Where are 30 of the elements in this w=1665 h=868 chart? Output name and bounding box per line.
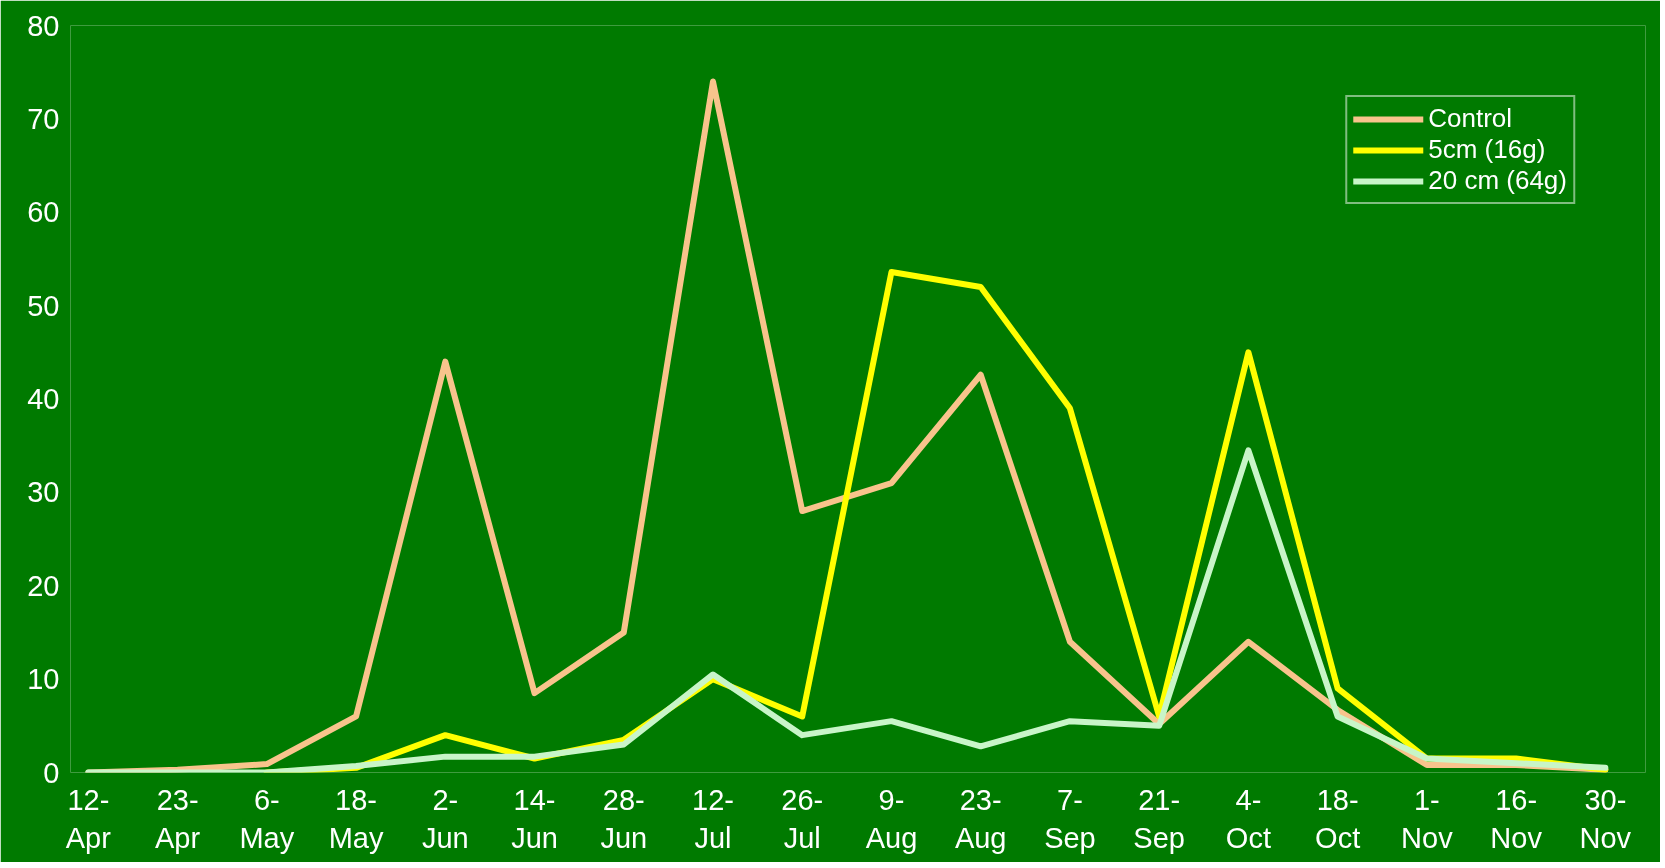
x-tick-label: 30-Nov	[1579, 783, 1632, 854]
y-tick-label: 0	[43, 756, 60, 789]
x-tick-label: 23-Apr	[155, 783, 201, 854]
x-tick-label: 18-Oct	[1315, 783, 1361, 854]
x-tick-label: 6-May	[239, 783, 295, 854]
legend-label: Control	[1428, 103, 1513, 134]
y-tick-label: 20	[27, 569, 60, 602]
x-tick-label: 12-Apr	[65, 783, 112, 854]
x-tick-label: 1-Nov	[1401, 783, 1454, 854]
x-tick-label: 9-Aug	[865, 783, 918, 854]
y-tick-label: 60	[27, 196, 60, 229]
y-tick-label: 80	[27, 9, 60, 42]
x-tick-label: 14-Jun	[511, 783, 558, 854]
x-tick-label: 26-Jul	[781, 783, 824, 854]
y-tick-label: 30	[27, 476, 60, 509]
x-tick-label: 2-Jun	[421, 783, 469, 854]
x-tick-label: 23-Aug	[954, 783, 1007, 854]
y-tick-label: 10	[27, 663, 60, 696]
y-tick-label: 50	[27, 289, 60, 322]
legend-label: 5cm (16g)	[1428, 134, 1546, 165]
x-tick-label: 18-May	[328, 783, 384, 854]
x-tick-label: 7-Sep	[1044, 783, 1096, 854]
x-tick-label: 4-Oct	[1225, 783, 1271, 854]
legend-label: 20 cm (64g)	[1428, 165, 1567, 196]
x-tick-label: 28-Jun	[600, 783, 648, 854]
x-tick-label: 12-Jul	[692, 783, 734, 854]
y-tick-label: 70	[27, 102, 60, 135]
y-tick-label: 40	[27, 383, 60, 415]
x-tick-label: 16-Nov	[1490, 783, 1543, 854]
x-tick-label: 21-Sep	[1133, 783, 1185, 854]
